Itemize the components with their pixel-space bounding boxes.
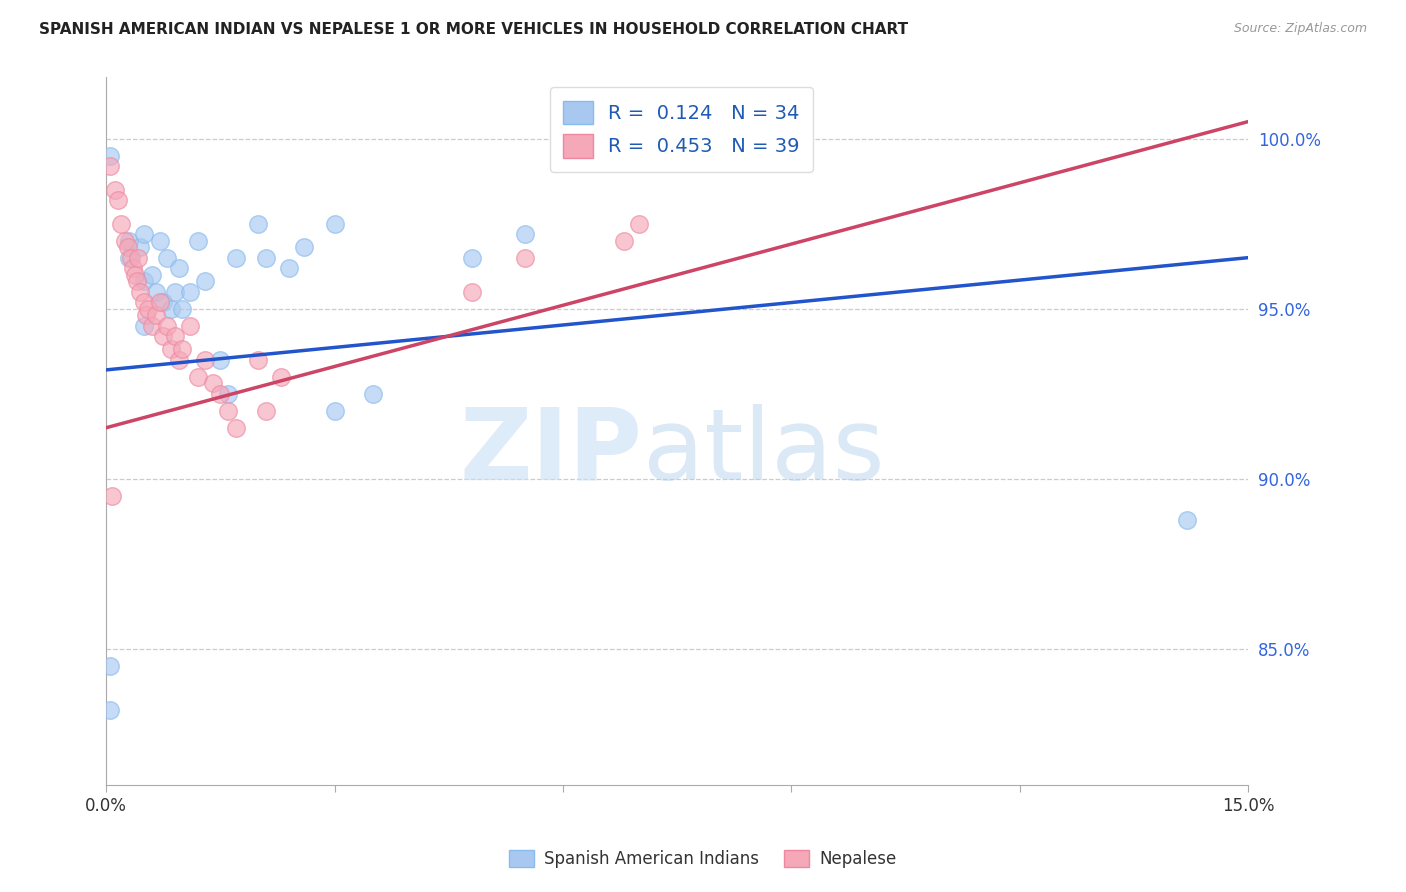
Point	[513, 227, 536, 241]
Point	[513, 251, 536, 265]
Point	[98, 703, 121, 717]
Point	[209, 386, 232, 401]
Point	[163, 329, 186, 343]
Point	[277, 260, 299, 275]
Point	[104, 183, 127, 197]
Point	[148, 294, 170, 309]
Point	[135, 309, 157, 323]
Text: SPANISH AMERICAN INDIAN VS NEPALESE 1 OR MORE VEHICLES IN HOUSEHOLD CORRELATION : SPANISH AMERICAN INDIAN VS NEPALESE 1 OR…	[39, 22, 908, 37]
Point	[134, 227, 156, 241]
Point	[107, 193, 129, 207]
Point	[134, 294, 156, 309]
Point	[136, 301, 159, 316]
Point	[225, 420, 247, 434]
Point	[323, 403, 346, 417]
Point	[122, 260, 145, 275]
Point	[145, 285, 167, 299]
Point	[323, 217, 346, 231]
Point	[145, 309, 167, 323]
Point	[118, 234, 141, 248]
Point	[613, 234, 636, 248]
Point	[98, 159, 121, 173]
Point	[98, 658, 121, 673]
Point	[160, 301, 183, 316]
Point	[134, 318, 156, 333]
Point	[247, 352, 270, 367]
Point	[172, 301, 194, 316]
Point	[179, 285, 201, 299]
Point	[129, 240, 152, 254]
Point	[163, 285, 186, 299]
Text: ZIP: ZIP	[460, 404, 643, 500]
Point	[1175, 512, 1198, 526]
Point	[156, 318, 179, 333]
Point	[217, 386, 239, 401]
Point	[152, 294, 174, 309]
Point	[156, 251, 179, 265]
Point	[179, 318, 201, 333]
Point	[194, 275, 217, 289]
Legend: Spanish American Indians, Nepalese: Spanish American Indians, Nepalese	[503, 843, 903, 875]
Point	[217, 403, 239, 417]
Point	[160, 343, 183, 357]
Point	[254, 403, 277, 417]
Point	[110, 217, 132, 231]
Point	[148, 234, 170, 248]
Point	[361, 386, 384, 401]
Point	[152, 329, 174, 343]
Point	[141, 318, 163, 333]
Text: atlas: atlas	[643, 404, 884, 500]
Point	[118, 251, 141, 265]
Point	[292, 240, 315, 254]
Point	[201, 376, 224, 391]
Point	[167, 352, 190, 367]
Point	[460, 251, 482, 265]
Point	[628, 217, 651, 231]
Point	[187, 369, 209, 384]
Point	[124, 268, 146, 282]
Point	[117, 240, 139, 254]
Point	[460, 285, 482, 299]
Point	[187, 234, 209, 248]
Point	[254, 251, 277, 265]
Point	[120, 251, 142, 265]
Point	[167, 260, 190, 275]
Point	[141, 268, 163, 282]
Legend: R =  0.124   N = 34, R =  0.453   N = 39: R = 0.124 N = 34, R = 0.453 N = 39	[550, 87, 813, 171]
Point	[194, 352, 217, 367]
Point	[172, 343, 194, 357]
Point	[129, 285, 152, 299]
Point	[247, 217, 270, 231]
Point	[98, 148, 121, 162]
Point	[127, 251, 149, 265]
Point	[225, 251, 247, 265]
Point	[114, 234, 136, 248]
Text: Source: ZipAtlas.com: Source: ZipAtlas.com	[1233, 22, 1367, 36]
Point	[209, 352, 232, 367]
Point	[125, 275, 148, 289]
Point	[101, 489, 124, 503]
Point	[270, 369, 292, 384]
Point	[134, 275, 156, 289]
